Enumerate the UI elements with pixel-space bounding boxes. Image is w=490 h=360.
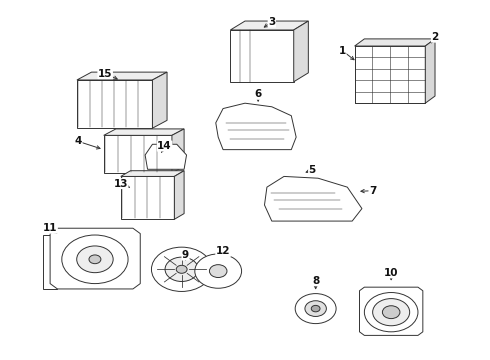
- Circle shape: [295, 294, 336, 324]
- Circle shape: [365, 293, 418, 332]
- Circle shape: [89, 255, 101, 264]
- Circle shape: [62, 235, 128, 284]
- Polygon shape: [230, 30, 294, 82]
- Polygon shape: [172, 129, 184, 173]
- Circle shape: [382, 306, 400, 319]
- Circle shape: [151, 247, 212, 292]
- Text: 7: 7: [369, 186, 376, 196]
- Circle shape: [209, 265, 227, 278]
- Circle shape: [195, 254, 242, 288]
- Text: 10: 10: [384, 268, 398, 278]
- Text: 12: 12: [216, 247, 230, 256]
- Polygon shape: [104, 135, 172, 173]
- Polygon shape: [425, 39, 435, 103]
- Polygon shape: [216, 103, 296, 150]
- Polygon shape: [230, 21, 308, 30]
- Polygon shape: [77, 72, 167, 80]
- Polygon shape: [355, 46, 425, 103]
- Text: 4: 4: [74, 136, 82, 147]
- Polygon shape: [152, 72, 167, 128]
- Circle shape: [305, 301, 326, 316]
- Text: 6: 6: [254, 89, 262, 99]
- Text: 5: 5: [309, 165, 316, 175]
- Text: 3: 3: [268, 17, 275, 27]
- Circle shape: [311, 305, 320, 312]
- Polygon shape: [43, 235, 57, 289]
- Polygon shape: [104, 129, 184, 135]
- Polygon shape: [145, 144, 187, 169]
- Text: 1: 1: [339, 46, 346, 56]
- Polygon shape: [294, 21, 308, 82]
- Text: 8: 8: [312, 276, 319, 286]
- Circle shape: [373, 298, 410, 326]
- Polygon shape: [77, 80, 152, 128]
- Circle shape: [165, 257, 198, 282]
- Polygon shape: [174, 171, 184, 219]
- Circle shape: [176, 265, 187, 273]
- Polygon shape: [50, 228, 140, 289]
- Polygon shape: [355, 39, 435, 46]
- Polygon shape: [121, 176, 174, 219]
- Circle shape: [77, 246, 113, 273]
- Polygon shape: [121, 171, 184, 176]
- Polygon shape: [265, 176, 362, 221]
- Text: 9: 9: [182, 250, 189, 260]
- Text: 14: 14: [157, 141, 172, 151]
- Text: 11: 11: [43, 223, 57, 233]
- Text: 2: 2: [431, 32, 439, 42]
- Text: 15: 15: [98, 68, 112, 78]
- Text: 13: 13: [114, 179, 128, 189]
